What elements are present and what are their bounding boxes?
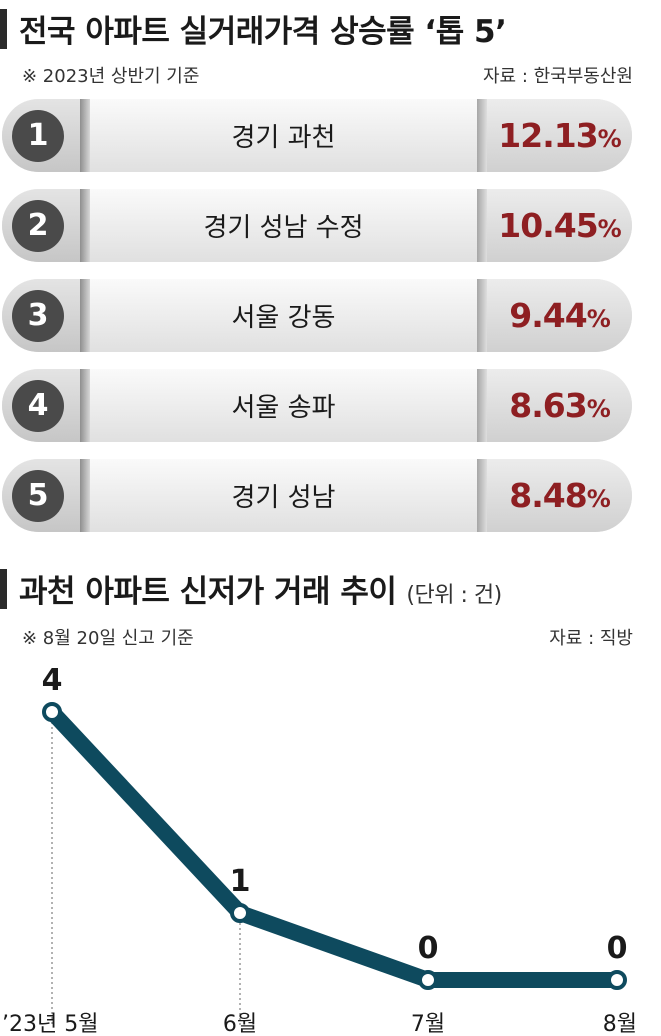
rank-value-number: 9.44 — [509, 296, 587, 335]
data-point — [607, 970, 627, 990]
x-tick-label: 7월 — [411, 1012, 445, 1036]
rank-region: 경기 성남 수정 — [90, 189, 477, 262]
data-point — [418, 970, 438, 990]
data-point — [42, 702, 62, 722]
rank-left-panel: 2 — [2, 189, 80, 262]
ranking-subtitle-row: ※ 2023년 상반기 기준 자료 : 한국부동산원 — [22, 62, 633, 88]
rank-value: 8.48% — [509, 476, 611, 515]
rank-left-panel: 3 — [2, 279, 80, 352]
rank-value-number: 8.63 — [509, 386, 587, 425]
rank-value-panel: 10.45% — [487, 189, 632, 262]
rank-region: 경기 성남 — [90, 459, 477, 532]
rank-left-panel: 4 — [2, 369, 80, 442]
rank-value-unit: % — [597, 215, 622, 243]
title-accent-bar — [0, 8, 7, 49]
x-tick-label: 6월 — [223, 1012, 257, 1036]
data-label: 4 — [42, 663, 63, 698]
data-label: 0 — [418, 931, 439, 966]
rank-value: 8.63% — [509, 386, 611, 425]
ranking-source: 자료 : 한국부동산원 — [483, 66, 633, 87]
rank-value-panel: 8.63% — [487, 369, 632, 442]
rank-value-unit: % — [586, 485, 611, 513]
data-label: 1 — [230, 864, 251, 899]
rank-value-unit: % — [597, 125, 622, 153]
ranking-title-row: 전국 아파트 실거래가격 상승률 ‘톱 5’ — [0, 6, 507, 51]
title-accent-bar — [0, 568, 7, 609]
rank-divider — [80, 459, 90, 532]
rank-number-badge: 5 — [12, 469, 64, 522]
trend-line-chart: 4 1 0 0 ’23년 5월 6월 7월 8월 — [2, 663, 637, 1036]
rank-left-panel: 5 — [2, 459, 80, 532]
trend-note: ※ 8월 20일 신고 기준 — [22, 628, 194, 649]
trend-title-text: 과천 아파트 신저가 거래 추이 — [19, 574, 397, 610]
rank-row: 2 경기 성남 수정 10.45% — [2, 189, 632, 262]
trend-subtitle-row: ※ 8월 20일 신고 기준 자료 : 직방 — [22, 624, 633, 650]
rank-value-unit: % — [586, 395, 611, 423]
rank-row: 3 서울 강동 9.44% — [2, 279, 632, 352]
rank-divider — [477, 369, 487, 442]
rank-value-unit: % — [586, 305, 611, 333]
rank-value: 10.45% — [498, 206, 622, 245]
rank-number-badge: 2 — [12, 199, 64, 252]
trend-title: 과천 아파트 신저가 거래 추이 (단위 : 건) — [19, 566, 502, 611]
rank-value-number: 12.13 — [498, 116, 598, 155]
data-point — [230, 903, 250, 923]
rank-value-number: 10.45 — [498, 206, 598, 245]
rank-value-panel: 12.13% — [487, 99, 632, 172]
ranking-note: ※ 2023년 상반기 기준 — [22, 66, 200, 87]
rank-number-badge: 1 — [12, 109, 64, 162]
rank-row: 5 경기 성남 8.48% — [2, 459, 632, 532]
rank-number-badge: 3 — [12, 289, 64, 342]
x-tick-label: 8월 — [603, 1012, 637, 1036]
rank-region: 경기 과천 — [90, 99, 477, 172]
series-line — [44, 704, 625, 988]
rank-divider — [477, 459, 487, 532]
data-label: 0 — [607, 931, 628, 966]
rank-value-panel: 9.44% — [487, 279, 632, 352]
rank-number-badge: 4 — [12, 379, 64, 432]
rank-value: 12.13% — [498, 116, 622, 155]
rank-value: 9.44% — [509, 296, 611, 335]
trend-source: 자료 : 직방 — [549, 628, 633, 649]
rank-divider — [80, 279, 90, 352]
rank-region: 서울 강동 — [90, 279, 477, 352]
rank-divider — [80, 189, 90, 262]
x-tick-label: ’23년 5월 — [2, 1012, 98, 1036]
rank-divider — [477, 279, 487, 352]
rank-region: 서울 송파 — [90, 369, 477, 442]
rank-left-panel: 1 — [2, 99, 80, 172]
rank-divider — [477, 99, 487, 172]
rank-row: 1 경기 과천 12.13% — [2, 99, 632, 172]
rank-value-number: 8.48 — [509, 476, 587, 515]
trend-title-row: 과천 아파트 신저가 거래 추이 (단위 : 건) — [0, 566, 502, 611]
rank-row: 4 서울 송파 8.63% — [2, 369, 632, 442]
trend-unit: (단위 : 건) — [406, 583, 502, 608]
rank-divider — [80, 369, 90, 442]
ranking-title: 전국 아파트 실거래가격 상승률 ‘톱 5’ — [19, 14, 507, 50]
rank-value-panel: 8.48% — [487, 459, 632, 532]
rank-divider — [477, 189, 487, 262]
rank-divider — [80, 99, 90, 172]
